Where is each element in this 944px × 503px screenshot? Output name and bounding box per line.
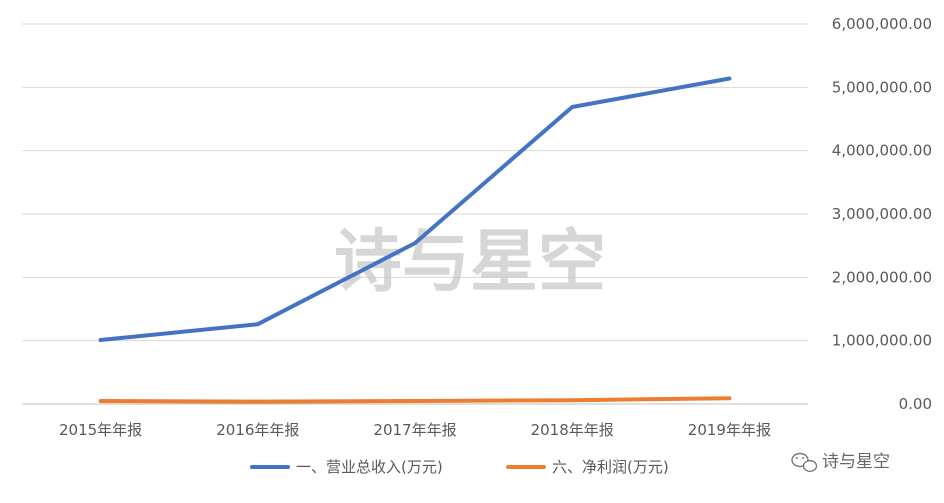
x-tick-label: 2017年年报 — [373, 421, 456, 439]
legend-label: 六、净利润(万元) — [552, 458, 669, 476]
x-axis-ticks: 2015年年报 2016年年报 2017年年报 2018年年报 2019年年报 — [59, 421, 771, 439]
y-tick-label: 0.00 — [899, 395, 932, 413]
y-tick-label: 3,000,000.00 — [832, 205, 932, 223]
y-tick-label: 1,000,000.00 — [832, 332, 932, 350]
legend: 一、营业总收入(万元) 六、净利润(万元) — [250, 458, 669, 476]
series-lines — [98, 76, 732, 404]
gridlines — [22, 23, 808, 405]
y-tick-label: 2,000,000.00 — [832, 268, 932, 286]
x-tick-label: 2018年年报 — [531, 421, 614, 439]
x-tick-label: 2019年年报 — [688, 421, 771, 439]
brand-mark: 诗与星空 — [791, 452, 890, 473]
y-tick-label: 4,000,000.00 — [832, 142, 932, 160]
series-line-1 — [98, 396, 732, 404]
y-tick-label: 6,000,000.00 — [832, 15, 932, 33]
x-tick-label: 2016年年报 — [216, 421, 299, 439]
wechat-icon — [791, 452, 818, 473]
legend-label: 一、营业总收入(万元) — [296, 458, 443, 476]
x-tick-label: 2015年年报 — [59, 421, 142, 439]
y-axis-ticks: 0.00 1,000,000.00 2,000,000.00 3,000,000.00… — [832, 15, 932, 413]
series-line-0 — [98, 76, 732, 342]
y-tick-label: 5,000,000.00 — [832, 78, 932, 96]
brand-label: 诗与星空 — [822, 452, 890, 472]
